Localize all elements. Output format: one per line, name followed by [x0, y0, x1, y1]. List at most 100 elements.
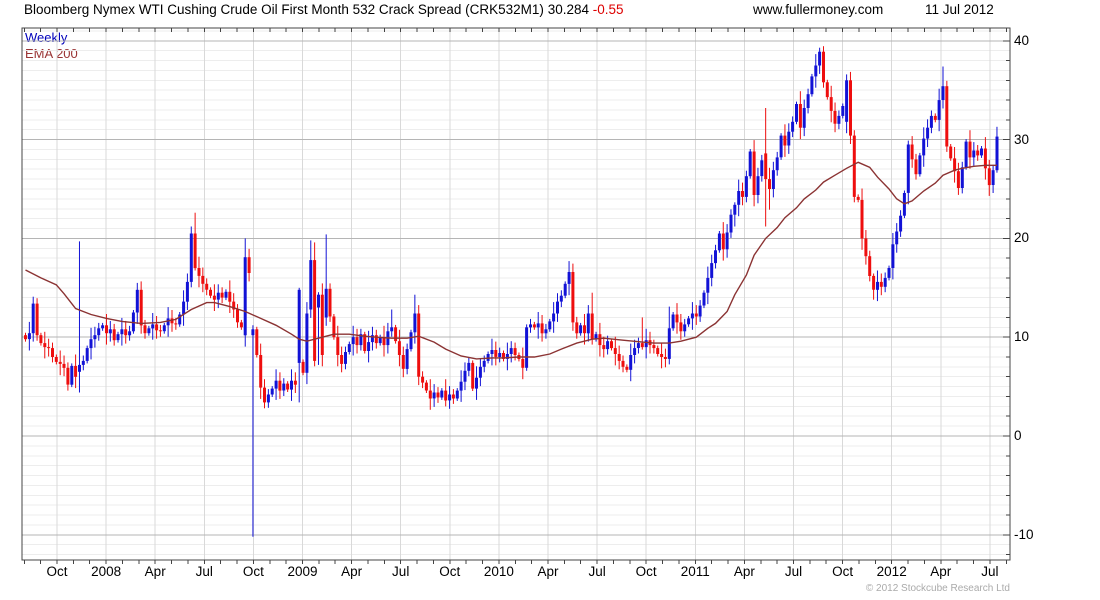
- candle-body: [656, 348, 660, 354]
- candle-body: [78, 364, 81, 372]
- candle-body: [197, 268, 201, 276]
- candle-body: [471, 362, 475, 389]
- candle-down: [933, 113, 937, 123]
- x-axis-label: Oct: [46, 564, 68, 579]
- ema-200-line: [25, 161, 997, 360]
- candle-up: [409, 329, 413, 352]
- candle-up: [633, 339, 637, 364]
- candle-body: [278, 380, 282, 391]
- candle-up: [744, 170, 748, 203]
- candle-down: [397, 329, 401, 367]
- candle-up: [390, 309, 394, 337]
- candle-body: [62, 363, 66, 368]
- candle-body: [251, 329, 255, 336]
- candle-up: [586, 305, 590, 342]
- candle-down: [51, 342, 54, 363]
- candle-down: [660, 342, 664, 369]
- candle-up: [841, 103, 845, 119]
- candle-body: [498, 353, 502, 357]
- candle-up: [906, 140, 910, 205]
- candle-down: [62, 355, 66, 377]
- candle-up: [290, 369, 293, 401]
- candle-body: [783, 135, 787, 146]
- candle-body: [872, 275, 876, 290]
- candle-body: [128, 331, 132, 336]
- candle-body: [660, 354, 664, 357]
- x-axis-label: 2009: [287, 564, 318, 579]
- candle-up: [887, 265, 891, 281]
- candle-body: [775, 157, 779, 171]
- candle-body: [344, 352, 347, 364]
- candle-down: [35, 298, 39, 341]
- candle-body: [509, 348, 513, 354]
- candle-body: [552, 313, 556, 322]
- candle-up: [359, 328, 363, 351]
- candle-body: [899, 215, 903, 232]
- candle-body: [158, 330, 162, 332]
- candle-body: [779, 135, 783, 158]
- candle-up: [251, 325, 255, 537]
- candle-up: [941, 66, 945, 109]
- candle-down: [521, 347, 525, 380]
- y-axis-label: 10: [1014, 329, 1030, 345]
- candle-body: [413, 313, 417, 333]
- candle-body: [31, 303, 35, 334]
- candle-up: [964, 139, 968, 170]
- candle-body: [274, 380, 278, 389]
- candle-body: [968, 141, 972, 158]
- candle-body: [791, 121, 795, 132]
- candle-up: [683, 318, 687, 337]
- candle-body: [147, 328, 151, 334]
- candle-up: [463, 362, 467, 391]
- candle-body: [359, 334, 363, 346]
- candle-body: [97, 328, 101, 336]
- candle-down: [945, 80, 949, 152]
- candle-up: [189, 226, 193, 288]
- candle-body: [270, 388, 274, 395]
- candle-body: [810, 76, 814, 95]
- candle-up: [629, 343, 633, 382]
- x-axis-label: 2008: [91, 564, 122, 579]
- candle-body: [35, 303, 39, 336]
- candle-down: [43, 331, 47, 359]
- candle-body: [390, 327, 394, 332]
- candle-down: [856, 194, 860, 203]
- y-axis-label: 0: [1014, 428, 1022, 443]
- candle-body: [945, 86, 949, 147]
- candle-down: [209, 287, 212, 299]
- candle-body: [964, 141, 968, 168]
- candle-body: [212, 295, 216, 300]
- candle-down: [112, 323, 116, 346]
- x-axis-label: Oct: [439, 564, 461, 579]
- candle-up: [687, 316, 691, 327]
- candle-body: [397, 341, 401, 355]
- candle-body: [444, 390, 448, 401]
- candle-body: [683, 324, 687, 332]
- candle-body: [960, 167, 964, 188]
- candle-body: [795, 104, 798, 122]
- candle-body: [505, 354, 509, 359]
- candle-up: [667, 306, 671, 365]
- candle-body: [640, 343, 644, 348]
- candle-down: [417, 305, 421, 386]
- candle-up: [594, 331, 598, 342]
- candle-up: [505, 342, 509, 371]
- candle-up: [135, 282, 139, 324]
- candle-body: [536, 323, 540, 328]
- candle-up: [559, 290, 563, 308]
- candle-body: [756, 176, 760, 195]
- candle-up: [883, 272, 887, 293]
- candle-up: [270, 386, 274, 397]
- candle-body: [482, 360, 486, 367]
- candle-body: [409, 332, 413, 350]
- candle-down: [953, 147, 957, 183]
- candle-body: [690, 313, 694, 319]
- candle-up: [876, 270, 879, 302]
- candle-down: [401, 346, 405, 378]
- candle-down: [540, 315, 544, 342]
- candle-body: [455, 390, 459, 399]
- candle-up: [309, 240, 313, 318]
- candle-up: [108, 320, 112, 342]
- candle-body: [459, 381, 463, 391]
- candle-body: [995, 136, 999, 171]
